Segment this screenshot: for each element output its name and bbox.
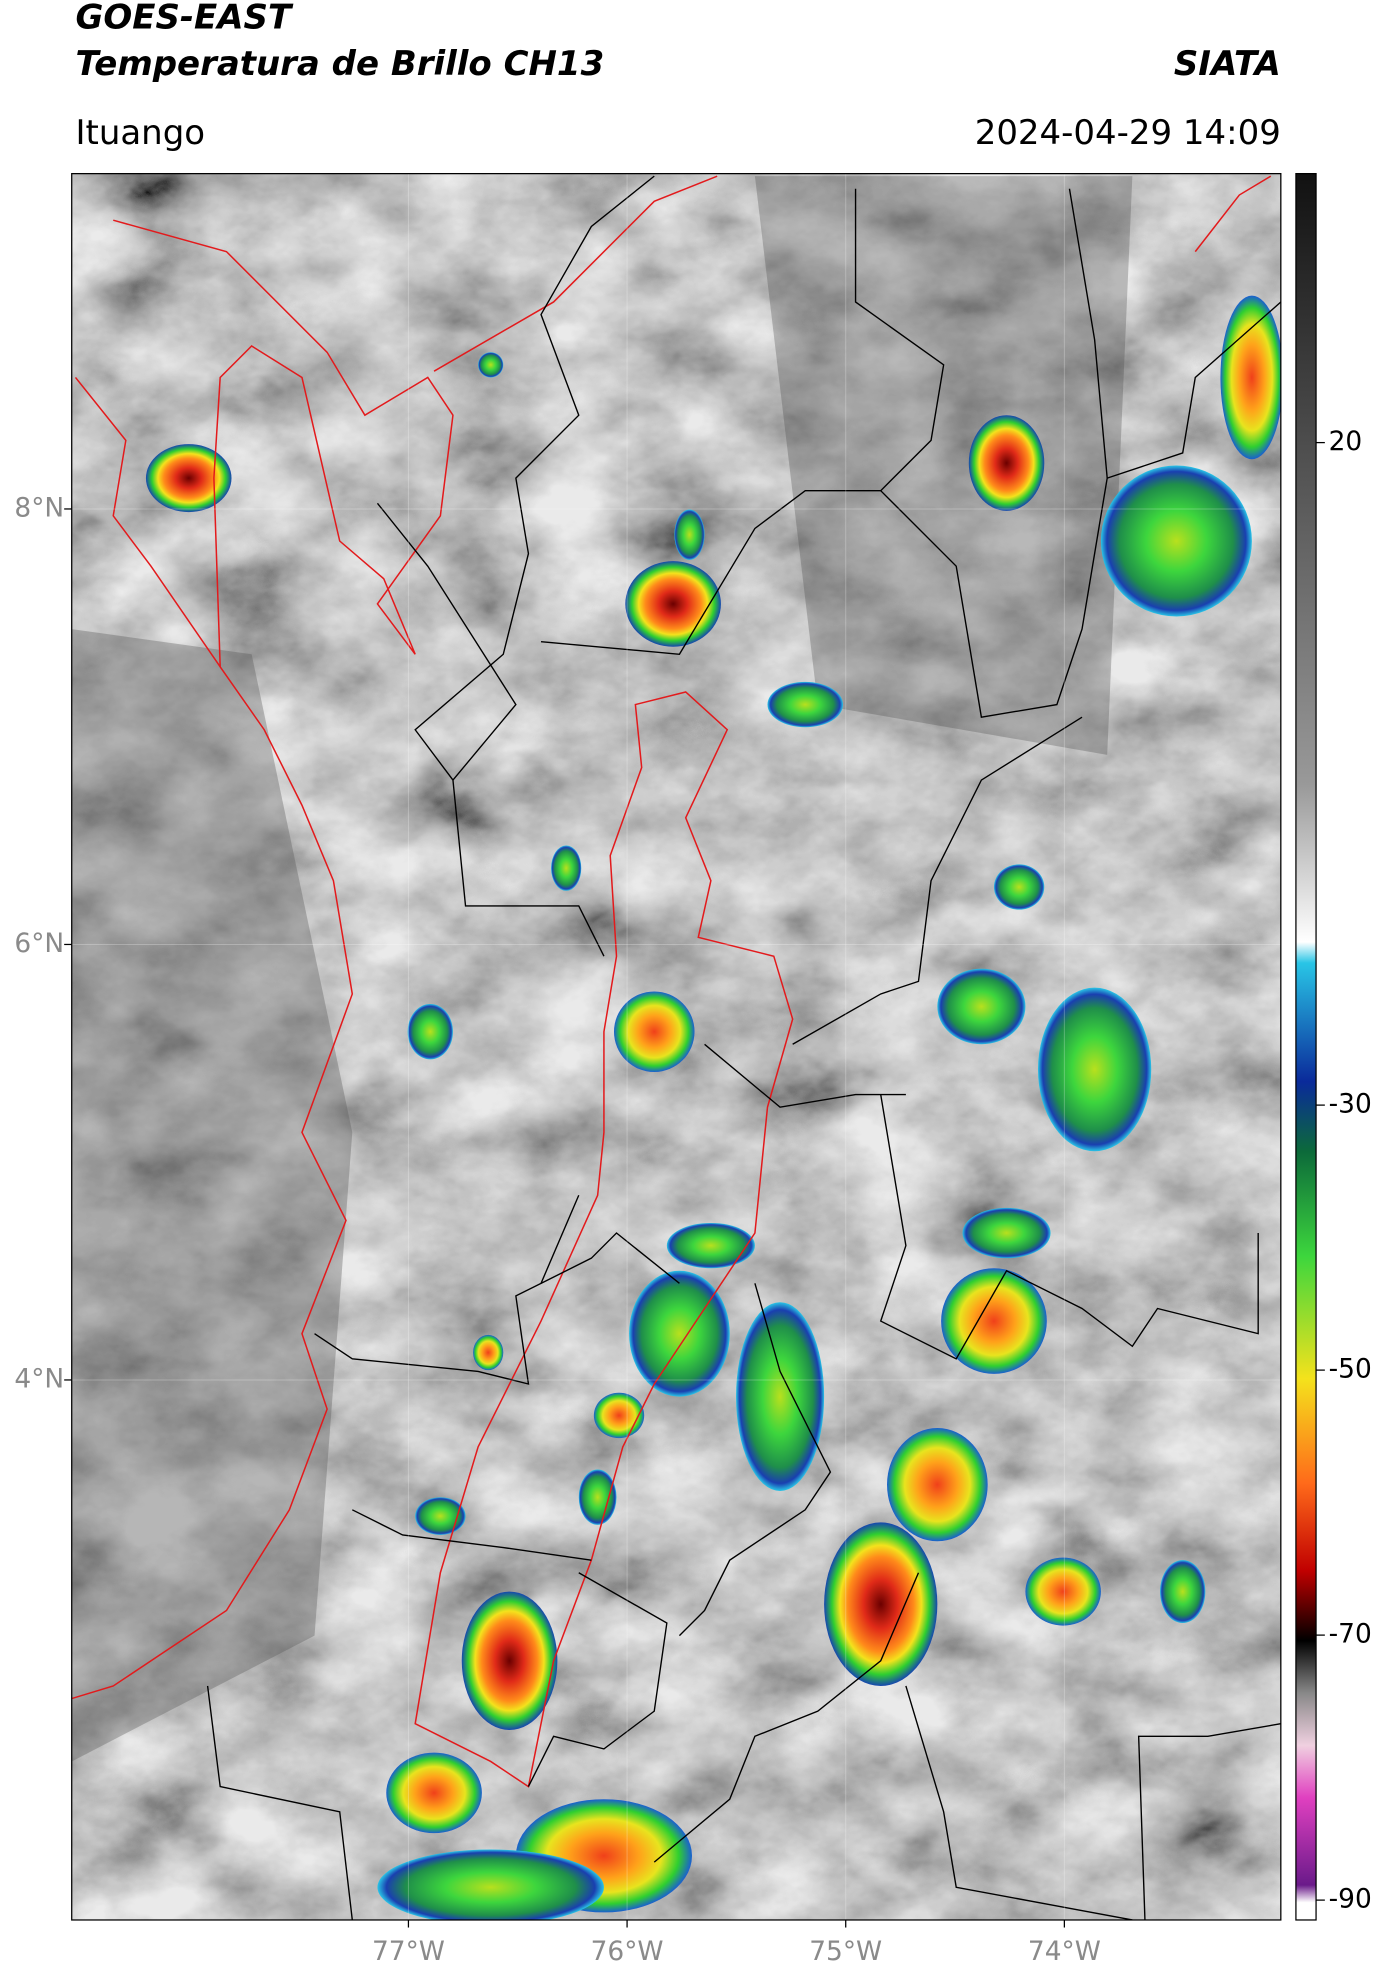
- colorbar-label: -30: [1329, 1089, 1372, 1120]
- lon-label: 75°W: [809, 1936, 882, 1967]
- storm-cells: [145, 295, 1281, 1920]
- colorbar-label: -90: [1329, 1884, 1372, 1915]
- datetime: 2024-04-29 14:09: [975, 113, 1281, 153]
- lon-label: 77°W: [372, 1936, 445, 1967]
- lon-label: 76°W: [591, 1936, 664, 1967]
- boundaries: [71, 175, 1281, 1920]
- lat-label: 4°N: [14, 1363, 64, 1394]
- colorbar-label: -50: [1329, 1354, 1372, 1385]
- title: GOES-EAST: [75, 0, 293, 37]
- graticule: [71, 173, 1281, 1920]
- lon-label: 74°W: [1028, 1936, 1101, 1967]
- location: Ituango: [75, 113, 205, 153]
- subtitle: Temperatura de Brillo CH13: [75, 44, 604, 84]
- colorbar-label: 20: [1329, 426, 1363, 457]
- colorbar-label: -70: [1329, 1619, 1372, 1650]
- satellite-image: [71, 173, 1281, 1920]
- brand: SIATA: [1174, 44, 1281, 84]
- lat-label: 6°N: [14, 928, 64, 959]
- lat-label: 8°N: [14, 492, 64, 523]
- map-frame: [71, 172, 1282, 1921]
- colorbar: [1295, 172, 1317, 1921]
